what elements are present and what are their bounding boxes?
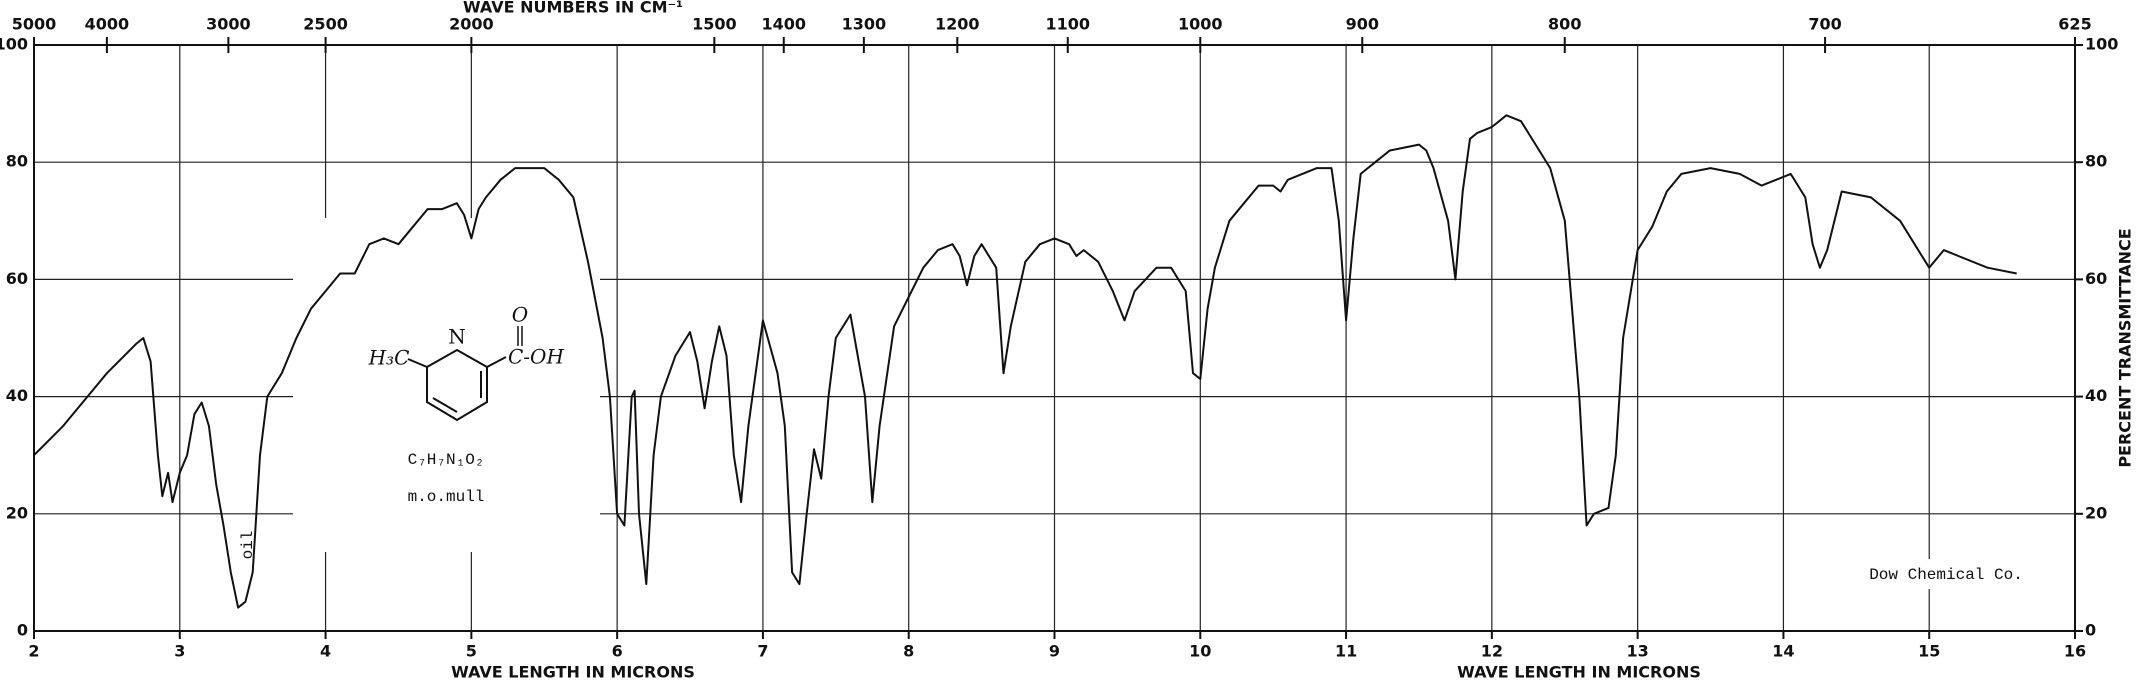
bond: [486, 356, 507, 368]
x2-tick-label: 3000: [206, 15, 251, 34]
x2-tick-label: 5000: [12, 15, 57, 34]
x-tick-label: 15: [1918, 642, 1940, 661]
x-tick-label: 12: [1481, 642, 1503, 661]
label-bg: [448, 330, 466, 348]
x2-tick-label: 1300: [842, 15, 887, 34]
x-tick-label: 8: [903, 642, 914, 661]
y2-tick-label: 0: [2085, 621, 2096, 640]
x2-tick-label: 2000: [449, 15, 494, 34]
x2-tick-label: 625: [2058, 15, 2091, 34]
x2-tick-label: 1400: [761, 15, 806, 34]
top-axis-title: WAVE NUMBERS IN CM⁻¹: [463, 0, 683, 17]
x-tick-label: 5: [466, 642, 477, 661]
x-tick-label: 16: [2064, 642, 2086, 661]
y2-tick-label: 40: [2085, 386, 2107, 405]
x2-tick-label: 1100: [1045, 15, 1090, 34]
y-tick-label: 60: [6, 269, 28, 288]
acid-label: C-OH: [508, 345, 564, 369]
x-tick-label: 4: [320, 642, 331, 661]
y2-tick-label: 60: [2085, 269, 2107, 288]
nitrogen-label: N: [448, 325, 466, 349]
x-tick-label: 6: [612, 642, 623, 661]
y2-axis-title: PERCENT TRANSMITTANCE: [2116, 228, 2135, 467]
y-tick-label: 80: [6, 152, 28, 171]
x-tick-label: 11: [1335, 642, 1357, 661]
x-tick-label: 3: [174, 642, 185, 661]
y-tick-label: 20: [6, 503, 28, 522]
plot-frame: [33, 44, 2076, 632]
x2-tick-label: 4000: [85, 15, 130, 34]
x2-tick-label: 800: [1548, 15, 1581, 34]
x2-tick-label: 1200: [935, 15, 980, 34]
ring-bond: [432, 397, 458, 413]
source-box: [1848, 559, 2045, 589]
x-tick-label: 10: [1189, 642, 1211, 661]
source-note: Dow Chemical Co.: [1869, 566, 2023, 584]
x2-tick-label: 900: [1346, 15, 1379, 34]
y-tick-label: 0: [17, 621, 28, 640]
x2-tick-label: 1500: [692, 15, 737, 34]
oxygen-label: O: [512, 303, 528, 327]
spectrum-line: [33, 114, 2017, 609]
x-tick-label: 14: [1772, 642, 1794, 661]
bond: [407, 358, 428, 368]
x-axis-title: WAVE LENGTH IN MICRONS: [451, 663, 695, 682]
y2-tick-label: 100: [2085, 35, 2118, 54]
x2-tick-label: 1000: [1178, 15, 1223, 34]
formula: C₇H₇N₁O₂: [408, 451, 485, 469]
x2-tick-label: 700: [1808, 15, 1841, 34]
y-tick-label: 40: [6, 386, 28, 405]
methyl-label: H₃C: [368, 346, 410, 370]
oil-note: oil: [239, 531, 257, 560]
sample-note: m.o.mull: [408, 488, 485, 506]
structure: H₃C N O C-OH: [368, 303, 564, 422]
y-tick-label: 100: [0, 35, 28, 54]
x-tick-label: 9: [1049, 642, 1060, 661]
y2-tick-label: 20: [2085, 503, 2107, 522]
marks: [33, 114, 2017, 609]
y2-tick-label: 80: [2085, 152, 2107, 171]
x-tick-label: 13: [1627, 642, 1649, 661]
x-tick-label: 2: [28, 642, 39, 661]
x2-tick-label: 2500: [303, 15, 348, 34]
grid: [33, 37, 2083, 639]
x-axis-title: WAVE LENGTH IN MICRONS: [1457, 663, 1701, 682]
x-tick-label: 7: [757, 642, 768, 661]
